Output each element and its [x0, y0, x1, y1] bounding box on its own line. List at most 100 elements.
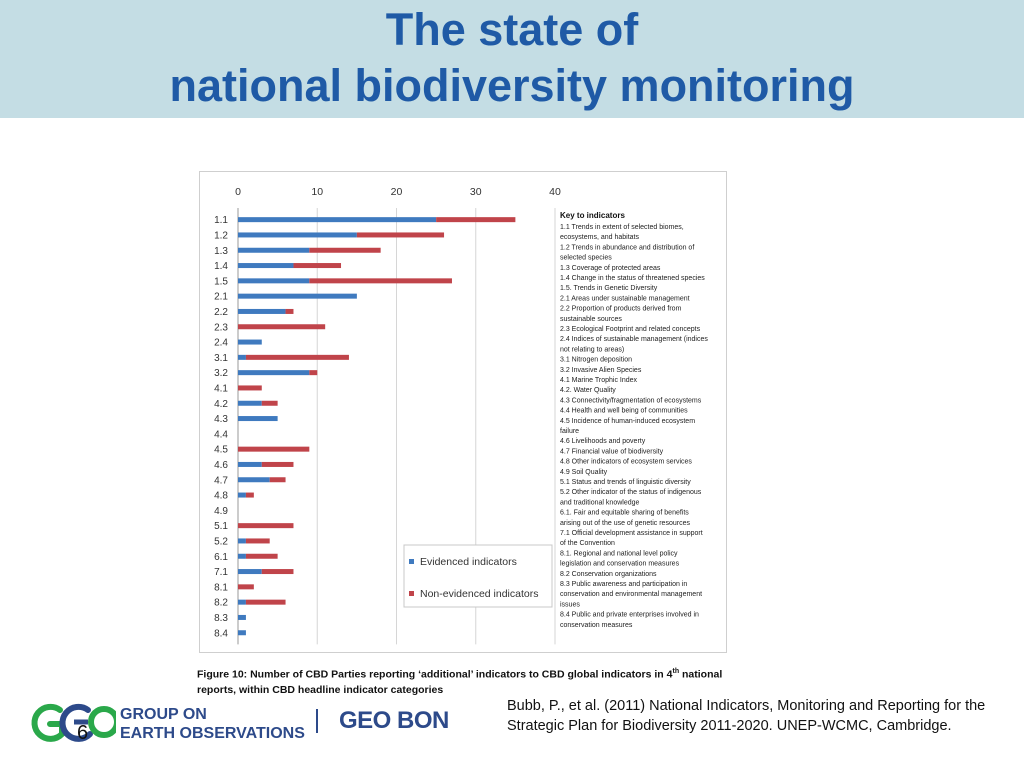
key-line: 1.2 Trends in abundance and distribution… [560, 244, 694, 251]
header-band [0, 0, 1024, 118]
bar-evidenced [238, 614, 246, 620]
y-tick-label: 1.5 [214, 276, 228, 287]
y-tick-label: 1.3 [214, 246, 228, 257]
key-line: 7.1 Official development assistance in s… [560, 530, 703, 537]
key-line: 2.2 Proportion of products derived from [560, 306, 682, 313]
y-tick-label: 1.4 [214, 261, 228, 272]
y-tick-label: 1.2 [214, 230, 228, 241]
key-line: issues [560, 601, 580, 608]
key-line: 4.1 Marine Trophic Index [560, 377, 638, 384]
bar-non-evidenced [356, 232, 445, 238]
caption-superscript: th [672, 668, 680, 675]
key-line: ecosystems, and habitats [560, 234, 639, 241]
chart-frame: 0 10 20 30 40 1.1 1.2 1.3 1.4 1.5 2.1 2.2 2.3 2.4 3.1 3… [199, 171, 727, 653]
bar-non-evidenced [245, 354, 349, 360]
key-line: 2.1 Areas under sustainable management [560, 295, 690, 302]
bar-non-evidenced [261, 461, 294, 467]
y-tick-label: 8.3 [214, 613, 228, 624]
key-line: and traditional knowledge [560, 499, 639, 506]
key-line: 4.2. Water Quality [560, 387, 616, 394]
bar-non-evidenced [238, 324, 326, 330]
y-tick-label: 4.8 [214, 491, 228, 502]
key-line: sustainable sources [560, 316, 622, 323]
y-tick-label: 4.4 [214, 429, 228, 440]
key-line: 5.1 Status and trends of linguistic dive… [560, 479, 691, 486]
y-tick-label: 2.4 [214, 338, 228, 349]
legend-swatch [409, 559, 414, 564]
bar-evidenced [238, 553, 246, 559]
key-line: 8.4 Public and private enterprises invol… [560, 612, 699, 619]
bar-non-evidenced [245, 599, 286, 605]
y-tick-label: 4.1 [214, 383, 228, 394]
title-line-2: national biodiversity monitoring [169, 60, 855, 111]
geo-logo-line-1: GROUP ON [120, 706, 207, 723]
key-title: Key to indicators [560, 211, 625, 220]
bar-non-evidenced [245, 538, 270, 544]
key-line: 1.3 Coverage of protected areas [560, 265, 661, 272]
y-tick-label: 7.1 [214, 567, 228, 578]
bar-non-evidenced [238, 446, 310, 452]
legend-box [403, 544, 553, 608]
y-tick-label: 4.5 [214, 445, 228, 456]
bar-evidenced [238, 630, 246, 636]
caption-main: Figure 10: Number of CBD Parties reporti… [197, 668, 673, 681]
key-line: arising out of the use of genetic resour… [560, 520, 690, 527]
y-tick-label: 8.4 [214, 628, 228, 639]
x-tick-label: 10 [311, 186, 323, 198]
key-line: 6.1. Fair and equitable sharing of benef… [560, 510, 689, 517]
key-line: 2.3 Ecological Footprint and related con… [560, 326, 701, 333]
y-tick-label: 3.2 [214, 368, 228, 379]
y-tick-label: 4.7 [214, 475, 228, 486]
key-line: 4.9 Soil Quality [560, 469, 608, 476]
key-line: 1.5. Trends in Genetic Diversity [560, 285, 658, 292]
bar-non-evidenced [238, 584, 254, 590]
title-line-1: The state of [385, 4, 639, 55]
key-line: 1.4 Change in the status of threatened s… [560, 275, 705, 282]
bar-non-evidenced [238, 385, 262, 391]
citation: Bubb, P., et al. (2011) National Indicat… [507, 698, 986, 734]
y-tick-label: 2.1 [214, 292, 228, 303]
key-line: conservation and environmental managemen… [560, 591, 702, 598]
bar-evidenced [238, 354, 246, 360]
y-tick-label: 4.2 [214, 399, 228, 410]
key-line: conservation measures [560, 622, 633, 629]
bar-evidenced [238, 461, 262, 467]
slide-number: 6 [77, 722, 89, 744]
y-tick-label: 4.6 [214, 460, 228, 471]
y-tick-label: 5.1 [214, 521, 228, 532]
bar-evidenced [238, 370, 310, 376]
bar-non-evidenced [436, 217, 516, 223]
legend-label: Evidenced indicators [420, 556, 517, 568]
x-tick-label: 0 [235, 186, 241, 198]
y-tick-label: 2.2 [214, 307, 228, 318]
key-line: 4.3 Connectivity/fragmentation of ecosys… [560, 397, 702, 404]
key-line: 4.7 Financial value of biodiversity [560, 448, 664, 455]
y-tick-label: 1.1 [214, 215, 228, 226]
bar-non-evidenced [269, 477, 286, 483]
bar-evidenced [238, 278, 310, 284]
key-line: of the Convention [560, 540, 615, 547]
key-line: 1.1 Trends in extent of selected biomes, [560, 224, 684, 231]
bar-non-evidenced [293, 263, 342, 269]
key-line: failure [560, 428, 579, 435]
bar-evidenced [238, 492, 246, 498]
bar-chart: 0 10 20 30 40 1.1 1.2 1.3 1.4 1.5 2.1 2.2 2.3 2.4 3.1 3… [214, 186, 708, 645]
y-tick-label: 8.1 [214, 582, 228, 593]
bar-evidenced [238, 247, 310, 253]
key-line: not relating to areas) [560, 346, 624, 353]
key-line: 4.5 Incidence of human-induced ecosystem [560, 418, 695, 425]
key-line: 3.1 Nitrogen deposition [560, 357, 632, 364]
y-tick-label: 4.9 [214, 506, 228, 517]
key-line: 5.2 Other indicator of the status of ind… [560, 489, 702, 496]
geo-logo-line-2: EARTH OBSERVATIONS [120, 725, 305, 742]
bar-non-evidenced [309, 247, 381, 253]
bar-non-evidenced [309, 278, 452, 284]
figure-caption: Figure 10: Number of CBD Parties reporti… [197, 664, 737, 698]
key-line: 8.1. Regional and national level policy [560, 550, 678, 557]
bar-non-evidenced [245, 492, 254, 498]
bar-non-evidenced [245, 553, 278, 559]
bar-evidenced [238, 569, 262, 575]
geobon-logo-text: GEO BON [339, 707, 449, 734]
y-tick-label: 8.2 [214, 598, 228, 609]
bar-evidenced [238, 339, 262, 345]
